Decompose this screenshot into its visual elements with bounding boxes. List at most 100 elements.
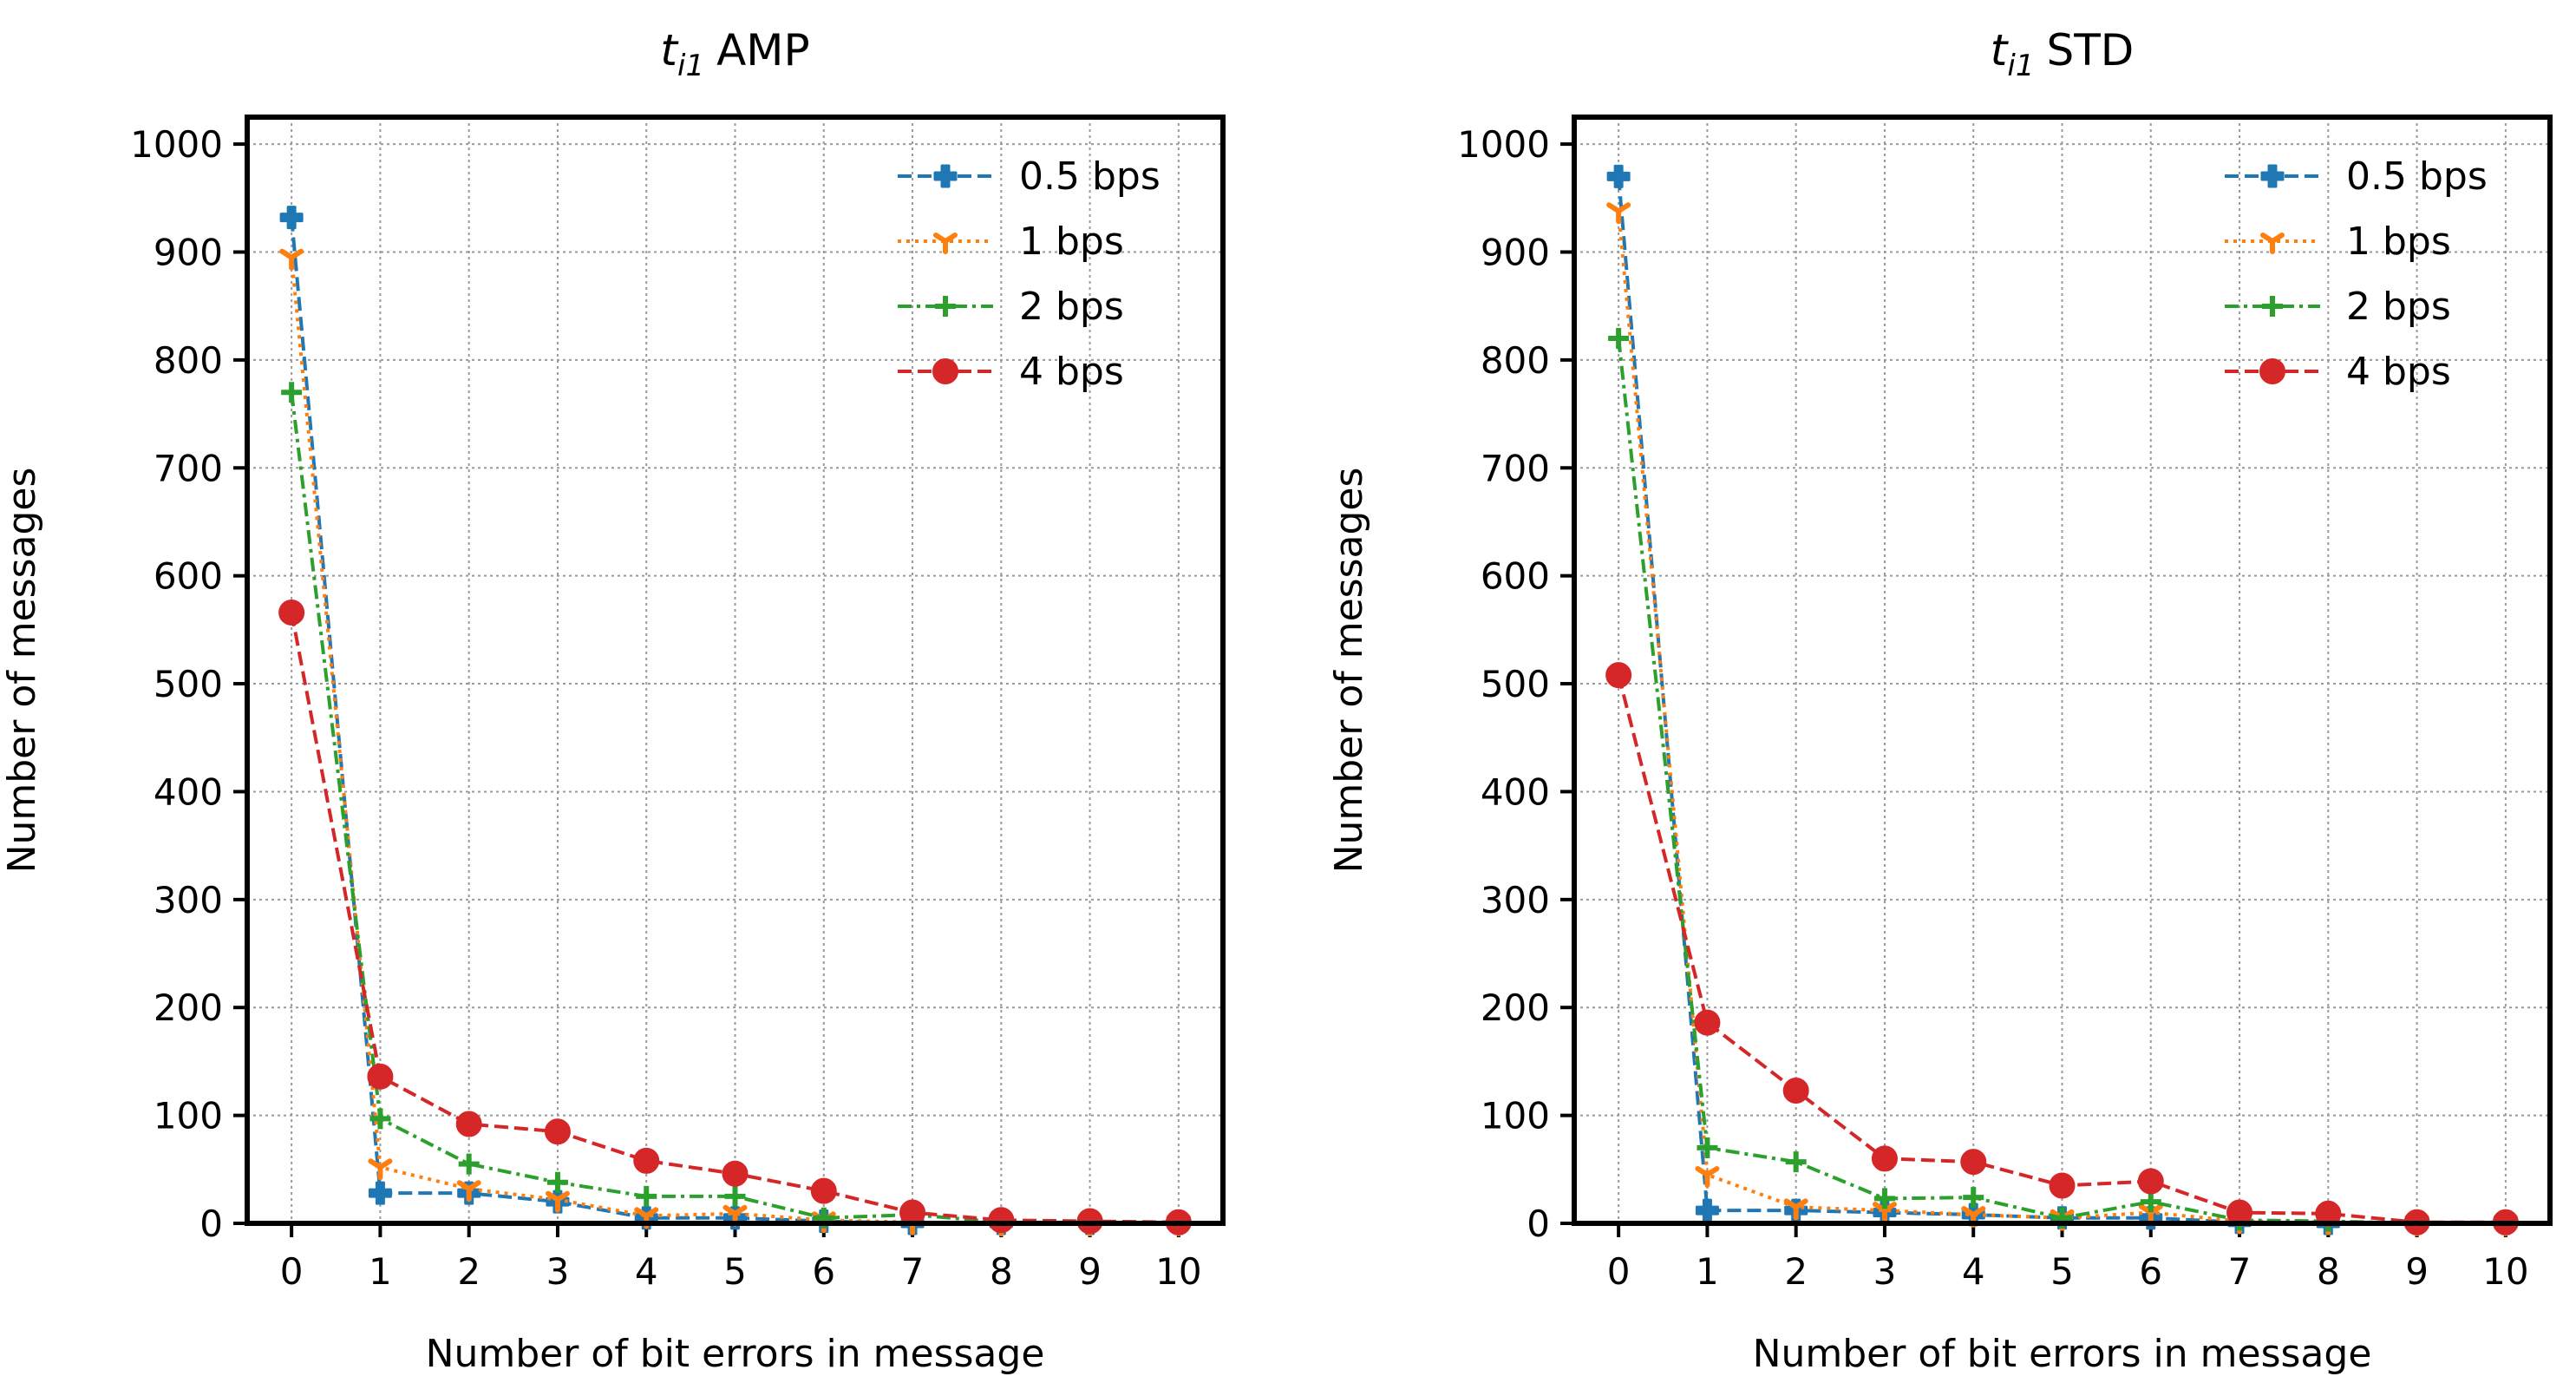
y-tick-label-200: 200 <box>1481 986 1550 1029</box>
data-point-1-bps-3 <box>1872 1202 1897 1224</box>
data-point-0-5-bps-1 <box>368 1181 392 1205</box>
data-point-0-5-bps-1 <box>1695 1198 1719 1222</box>
data-point-4-bps-3 <box>544 1118 571 1145</box>
y-tick-label-300: 300 <box>1481 879 1550 921</box>
y-tick-label-400: 400 <box>154 770 223 813</box>
data-point-1-bps-0 <box>279 248 304 271</box>
x-axis: 0 1 2 3 4 5 6 7 8 9 10 <box>280 1223 1202 1293</box>
legend-marker-2-bps <box>2262 296 2283 317</box>
data-point-2-bps-1 <box>369 1108 391 1130</box>
legend: 0.5 bps 1 bps 2 bps 4 bps <box>898 154 1161 394</box>
y-tick-label-600: 600 <box>1481 555 1550 598</box>
grid <box>247 117 1223 1224</box>
y-tick-label-100: 100 <box>1481 1095 1550 1137</box>
data-point-1-bps-3 <box>545 1190 570 1213</box>
data-point-2-bps-0 <box>281 382 303 403</box>
x-tick-label-8: 8 <box>2317 1250 2340 1293</box>
title-subscript: i1 <box>677 49 704 83</box>
data-point-1-bps-2 <box>1783 1198 1808 1221</box>
y-tick-label-600: 600 <box>154 555 223 598</box>
y-tick-label-100: 100 <box>154 1095 223 1137</box>
legend-marker-0-5-bps <box>2260 164 2285 188</box>
series-line-0-5-bps <box>290 217 1179 1225</box>
x-tick-label-4: 4 <box>635 1250 658 1293</box>
y-tick-label-0: 0 <box>199 1203 223 1245</box>
data-point-4-bps-0 <box>1605 662 1632 689</box>
data-point-4-bps-8 <box>988 1207 1015 1234</box>
x-tick-label-5: 5 <box>723 1250 747 1293</box>
title-name: STD <box>2046 25 2134 75</box>
chart-title: ti1 STD <box>1991 25 2134 83</box>
x-tick-label-0: 0 <box>280 1250 304 1293</box>
chart-title: ti1 AMP <box>660 25 809 83</box>
x-tick-label-2: 2 <box>457 1250 481 1293</box>
title-variable: t <box>1991 25 2010 75</box>
y-tick-label-800: 800 <box>1481 339 1550 382</box>
x-tick-label-6: 6 <box>2139 1250 2162 1293</box>
chart-panel-amp: 0 1 2 3 4 5 6 7 8 9 100100200300400500600700800900… <box>0 25 1226 1376</box>
plot-frame <box>1572 115 2553 1226</box>
x-tick-label-9: 9 <box>2405 1250 2429 1293</box>
x-axis-label: Number of bit errors in message <box>426 1332 1045 1376</box>
title-name: AMP <box>716 25 810 75</box>
legend-label-4-bps: 4 bps <box>1019 350 1124 394</box>
legend-label-0-5-bps: 0.5 bps <box>1019 154 1161 199</box>
legend-label-1-bps: 1 bps <box>1019 220 1124 264</box>
y-axis-label: Number of messages <box>0 468 44 874</box>
data-point-2-bps-2 <box>1785 1151 1807 1173</box>
data-point-1-bps-1 <box>368 1158 393 1181</box>
x-tick-label-10: 10 <box>1155 1250 1201 1293</box>
x-tick-label-6: 6 <box>812 1250 835 1293</box>
y-tick-label-500: 500 <box>1481 663 1550 705</box>
data-point-2-bps-4 <box>636 1185 657 1207</box>
x-axis: 0 1 2 3 4 5 6 7 8 9 10 <box>1607 1223 2529 1293</box>
data-point-4-bps-0 <box>278 599 305 626</box>
y-tick-label-300: 300 <box>154 879 223 921</box>
grid <box>1574 117 2550 1224</box>
legend-marker-4-bps <box>932 358 958 384</box>
data-point-2-bps-5 <box>724 1185 746 1207</box>
data-point-2-bps-0 <box>1608 328 1630 349</box>
x-tick-label-3: 3 <box>1873 1250 1897 1293</box>
y-axis-label: Number of messages <box>1327 468 1371 874</box>
x-tick-label-3: 3 <box>546 1250 570 1293</box>
data-point-0-5-bps-0 <box>279 206 304 230</box>
x-tick-label-1: 1 <box>369 1250 392 1293</box>
data-point-4-bps-4 <box>633 1147 660 1174</box>
legend-marker-0-5-bps <box>933 164 958 188</box>
data-point-4-bps-3 <box>1871 1145 1898 1172</box>
x-tick-label-5: 5 <box>2050 1250 2074 1293</box>
x-tick-label-1: 1 <box>1696 1250 1719 1293</box>
data-point-1-bps-2 <box>456 1180 481 1203</box>
data-point-0-5-bps-0 <box>1606 164 1631 188</box>
y-axis: 0 100 200 300 400 500 600 700 800 900 1000 <box>130 123 247 1245</box>
y-tick-label-800: 800 <box>154 339 223 382</box>
y-tick-label-900: 900 <box>1481 231 1550 273</box>
y-tick-label-700: 700 <box>1481 447 1550 489</box>
plot-frame <box>245 115 1226 1226</box>
y-tick-label-0: 0 <box>1527 1203 1550 1245</box>
data-point-4-bps-6 <box>2137 1168 2164 1195</box>
data-point-4-bps-2 <box>455 1111 482 1137</box>
y-tick-label-200: 200 <box>154 986 223 1029</box>
data-point-1-bps-0 <box>1606 202 1631 225</box>
y-tick-label-1000: 1000 <box>130 123 223 166</box>
data-point-2-bps-2 <box>458 1153 480 1175</box>
x-tick-label-8: 8 <box>990 1250 1013 1293</box>
x-tick-label-10: 10 <box>2482 1250 2528 1293</box>
x-tick-label-7: 7 <box>2228 1250 2252 1293</box>
legend-marker-1-bps <box>2260 233 2285 254</box>
legend-label-2-bps: 2 bps <box>2346 285 2451 329</box>
data-point-1-bps-1 <box>1695 1166 1720 1189</box>
x-tick-label-0: 0 <box>1607 1250 1631 1293</box>
data-point-2-bps-6 <box>2140 1191 2161 1213</box>
data-point-2-bps-3 <box>1873 1188 1895 1209</box>
y-tick-label-400: 400 <box>1481 770 1550 813</box>
y-tick-label-700: 700 <box>154 447 223 489</box>
data-point-4-bps-6 <box>810 1177 837 1204</box>
data-point-2-bps-4 <box>1963 1187 1984 1209</box>
legend: 0.5 bps 1 bps 2 bps 4 bps <box>2225 154 2488 394</box>
legend-label-0-5-bps: 0.5 bps <box>2346 154 2488 199</box>
data-point-4-bps-1 <box>1694 1009 1721 1036</box>
x-tick-label-9: 9 <box>1078 1250 1102 1293</box>
